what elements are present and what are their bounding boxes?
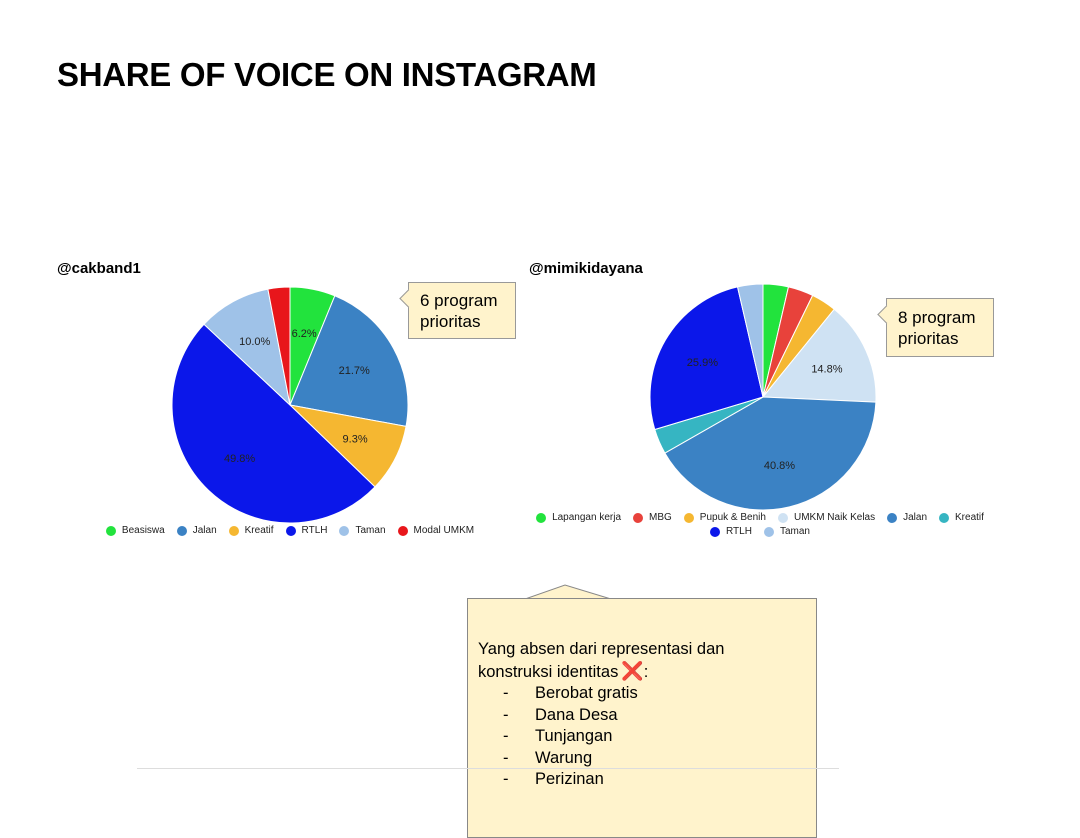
pie-slice-taman xyxy=(203,288,291,407)
pie-slice-jalan xyxy=(289,295,409,427)
callout-line-1: 8 program xyxy=(898,308,976,327)
legend-label: Modal UMKM xyxy=(413,525,475,536)
note-heading-text: konstruksi identitas xyxy=(478,662,619,681)
data-label-umkm-naik-kelas: 14.8% xyxy=(811,363,842,375)
legend-item-taman: Taman xyxy=(763,526,810,537)
legend-item-pupuk-and-benih: Pupuk & Benih xyxy=(683,512,766,523)
chart-title-cakband1: @cakband1 xyxy=(57,260,141,277)
data-label-beasiswa: 6.2% xyxy=(292,328,317,340)
callout-line-2: prioritas xyxy=(898,329,959,348)
legend-label: Kreatif xyxy=(955,512,984,523)
legend-swatch xyxy=(176,525,187,536)
list-item: - Dana Desa xyxy=(478,705,804,727)
legend-item-taman: Taman xyxy=(339,525,386,536)
absent-program: Warung xyxy=(535,748,593,767)
slide-title: SHARE OF VOICE ON INSTAGRAM xyxy=(57,56,597,93)
legend-label: Beasiswa xyxy=(121,525,165,536)
note-colon: : xyxy=(643,662,649,681)
legend-swatch xyxy=(397,525,408,536)
callout-cakband1: 6 program prioritas xyxy=(408,282,516,339)
list-item: - Warung xyxy=(478,748,804,770)
callout-mimikidayana: 8 program prioritas xyxy=(886,298,994,357)
list-item: - Berobat gratis xyxy=(478,683,804,705)
legend-swatch xyxy=(887,512,898,523)
note-heading-line-2: konstruksi identitas ❌: xyxy=(478,661,804,684)
legend-item-lapangan-kerja: Lapangan kerja xyxy=(536,512,621,523)
legend-swatch xyxy=(228,525,239,536)
legend-item-rtlh: RTLH xyxy=(710,526,752,537)
legend-swatch xyxy=(285,525,296,536)
data-label-rtlh: 25.9% xyxy=(687,357,718,369)
legend-label: Taman xyxy=(779,526,810,537)
data-label-taman: 10.0% xyxy=(239,336,270,348)
absent-program: Berobat gratis xyxy=(535,684,638,702)
legend-label: Pupuk & Benih xyxy=(699,512,766,523)
absent-note: Yang absen dari representasi dan konstru… xyxy=(467,598,817,838)
cross-mark-icon: ❌ xyxy=(621,660,644,681)
absent-program: Perizinan xyxy=(535,770,604,788)
legend-label: RTLH xyxy=(301,525,328,536)
pie-slice-umkm-naik-kelas xyxy=(761,308,877,403)
legend-label: Jalan xyxy=(903,512,928,523)
legend-item-modal-umkm: Modal UMKM xyxy=(397,525,475,536)
chart-title-mimikidayana: @mimikidayana xyxy=(529,260,643,277)
legend-swatch xyxy=(633,512,644,523)
legend-swatch xyxy=(777,512,788,523)
legend-item-kreatif: Kreatif xyxy=(939,512,984,523)
absent-program: Dana Desa xyxy=(535,705,618,724)
data-label-jalan: 40.8% xyxy=(764,460,795,472)
legend-mimikidayana: Lapangan kerja MBG Pupuk & Benih UMKM Naik … xyxy=(510,512,1010,537)
legend-swatch xyxy=(536,512,547,523)
pie-chart-mimikidayana: 14.8% 40.8% 25.9% xyxy=(649,283,877,511)
legend-label: MBG xyxy=(649,512,672,523)
legend-label: UMKM Naik Kelas xyxy=(793,512,876,523)
data-label-rtlh: 49.8% xyxy=(224,453,255,465)
list-item: - Tunjangan xyxy=(478,726,804,748)
pie-slice-rtlh xyxy=(171,323,376,524)
pie-slice-jalan xyxy=(664,396,877,511)
legend-swatch xyxy=(105,525,116,536)
pie-slice-rtlh xyxy=(649,286,764,431)
callout-line-2: prioritas xyxy=(420,312,481,331)
legend-swatch xyxy=(339,525,350,536)
legend-label: Jalan xyxy=(192,525,217,536)
legend-item-umkm-naik-kelas: UMKM Naik Kelas xyxy=(777,512,876,523)
legend-label: RTLH xyxy=(726,526,752,537)
legend-label: Lapangan kerja xyxy=(552,512,622,523)
divider-line xyxy=(137,768,839,769)
legend-swatch xyxy=(683,512,694,523)
legend-cakband1: Beasiswa Jalan Kreatif RTLH Taman Modal UMKM xyxy=(40,525,540,536)
list-item: - Perizinan xyxy=(478,769,804,791)
data-label-jalan: 21.7% xyxy=(339,365,370,377)
legend-item-rtlh: RTLH xyxy=(285,525,328,536)
legend-item-kreatif: Kreatif xyxy=(228,525,274,536)
absent-program-list: - Berobat gratis - Dana Desa - Tunjangan -W… xyxy=(478,683,804,791)
absent-program: Tunjangan xyxy=(535,727,613,745)
legend-swatch xyxy=(710,526,721,537)
data-label-kreatif: 9.3% xyxy=(343,433,368,445)
callout-line-1: 6 program xyxy=(420,291,498,310)
legend-item-beasiswa: Beasiswa xyxy=(105,525,165,536)
legend-item-mbg: MBG xyxy=(633,512,672,523)
legend-item-jalan: Jalan xyxy=(887,512,927,523)
pie-chart-cakband1: 6.2% 21.7% 9.3% 49.8% 10.0% xyxy=(171,286,409,524)
note-heading-line-1: Yang absen dari representasi dan xyxy=(478,640,725,658)
pie-slice-modal-umkm xyxy=(267,286,291,406)
legend-item-jalan: Jalan xyxy=(176,525,217,536)
pie-slice-taman xyxy=(736,283,764,398)
legend-swatch xyxy=(939,512,950,523)
legend-label: Taman xyxy=(355,525,386,536)
legend-label: Kreatif xyxy=(244,525,274,536)
legend-swatch xyxy=(763,526,774,537)
